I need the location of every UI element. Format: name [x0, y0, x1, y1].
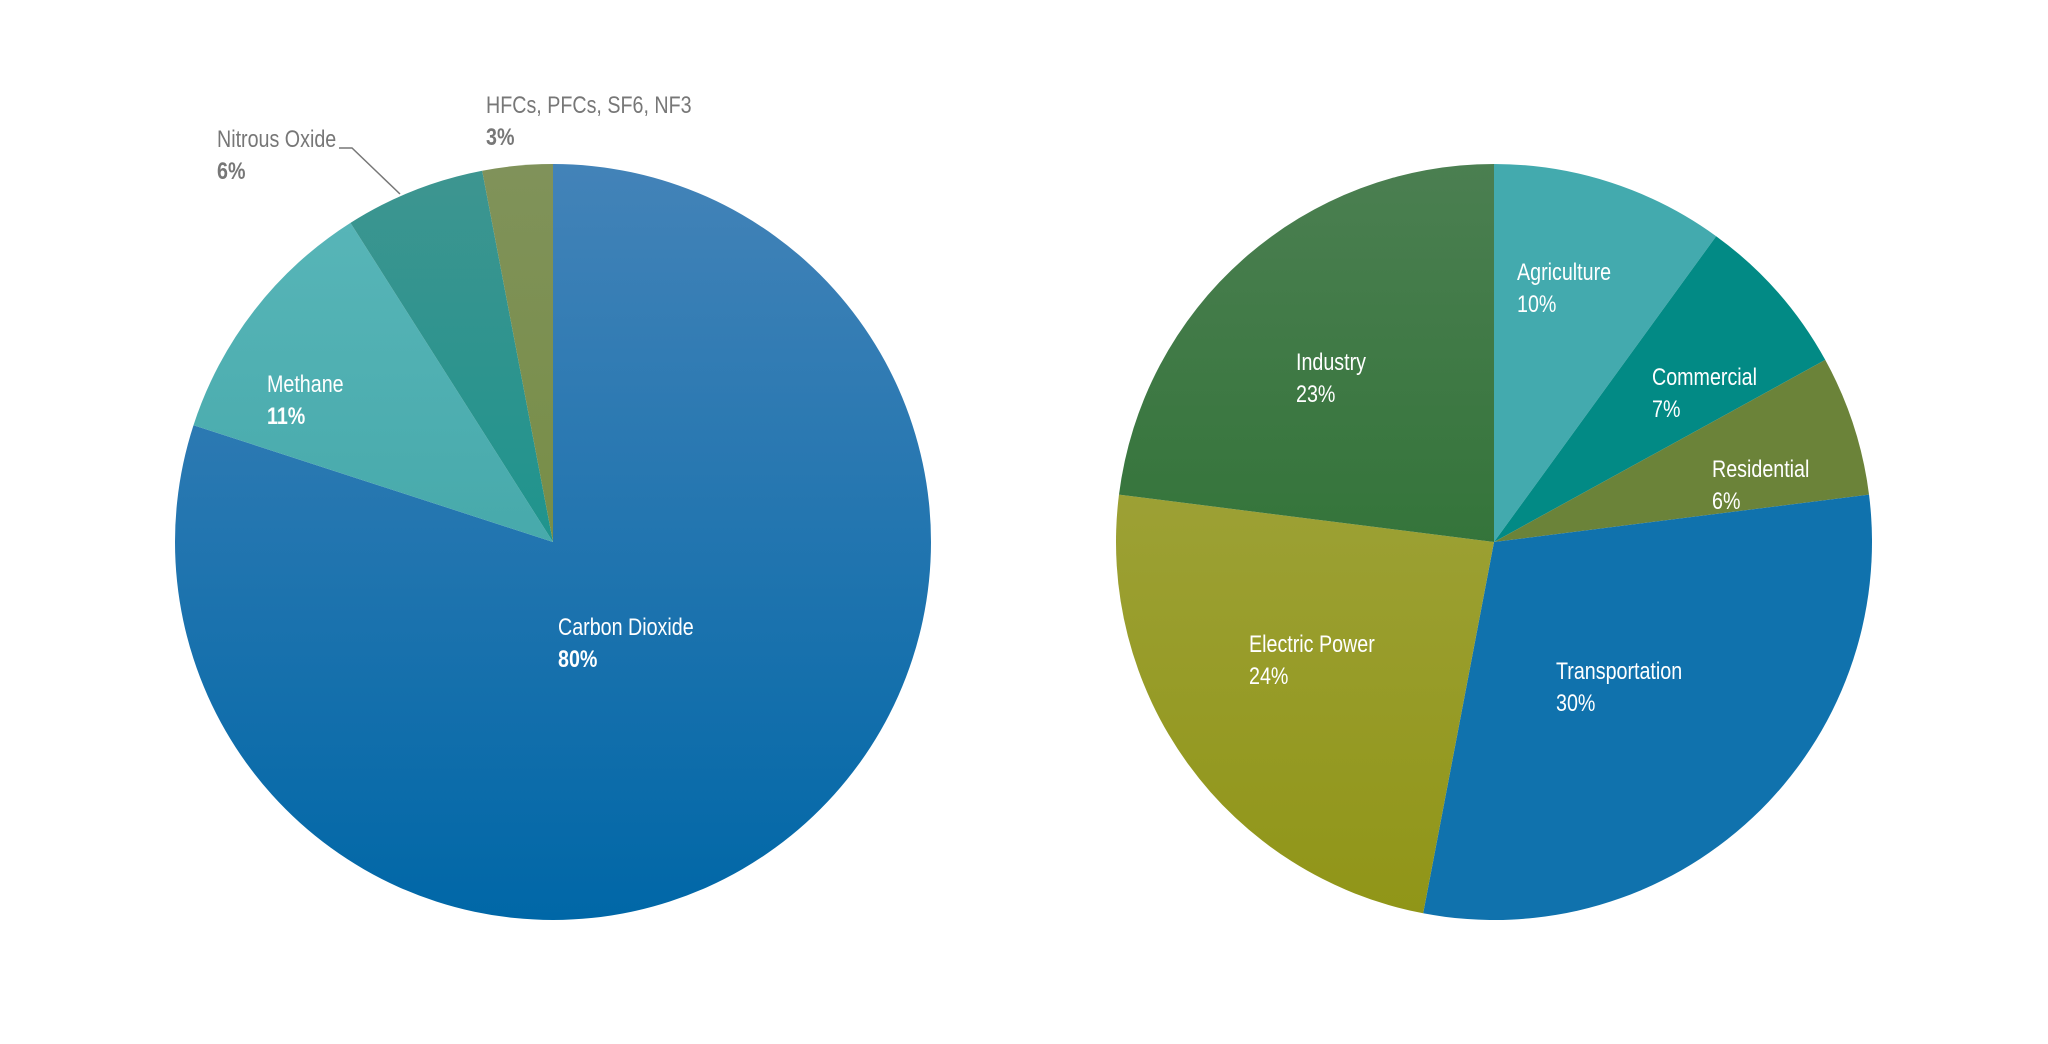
slice-percent: 7% — [1652, 396, 1681, 423]
slice-percent: 10% — [1517, 291, 1557, 318]
slice-percent: 24% — [1249, 663, 1289, 690]
slice-percent: 6% — [1712, 488, 1741, 515]
slice-name: Methane — [267, 371, 344, 398]
pie-slice-hfcs-pfcs-sf6-nf3 — [482, 164, 553, 542]
slice-percent: 6% — [217, 158, 246, 185]
slice-name: Agriculture — [1517, 259, 1612, 286]
pie-slice-methane — [193, 222, 553, 542]
slice-percent: 23% — [1296, 381, 1336, 408]
pie-slice-electric-power — [1115, 494, 1494, 914]
label-methane: Methane 11% — [267, 369, 344, 433]
label-residential: Residential 6% — [1712, 454, 1809, 518]
slice-name: Industry — [1296, 349, 1367, 376]
label-electric-power: Electric Power 24% — [1249, 629, 1375, 693]
nitrous-oxide-leader-line — [339, 147, 401, 195]
slice-name: HFCs, PFCs, SF6, NF3 — [486, 92, 692, 119]
slice-name: Electric Power — [1249, 631, 1375, 658]
pie-slice-residential — [1494, 359, 1870, 542]
label-commercial: Commercial 7% — [1652, 362, 1757, 426]
label-nitrous-oxide: Nitrous Oxide 6% — [217, 124, 336, 188]
slice-name: Nitrous Oxide — [217, 126, 337, 153]
slice-percent: 30% — [1556, 690, 1596, 717]
slice-name: Transportation — [1556, 658, 1683, 685]
label-agriculture: Agriculture 10% — [1517, 257, 1611, 321]
label-carbon-dioxide: Carbon Dioxide 80% — [558, 612, 694, 676]
slice-name: Commercial — [1652, 364, 1757, 391]
slice-percent: 3% — [486, 124, 515, 151]
pie-slice-commercial — [1494, 236, 1826, 542]
label-hfcs-pfcs-sf6-nf3: HFCs, PFCs, SF6, NF3 3% — [486, 90, 692, 154]
slice-percent: 11% — [267, 403, 306, 430]
slice-name: Carbon Dioxide — [558, 614, 694, 641]
pie-slice-agriculture — [1494, 164, 1717, 542]
pie-slice-industry — [1118, 164, 1494, 542]
pie-slice-nitrous-oxide — [350, 170, 553, 542]
slice-name: Residential — [1712, 456, 1810, 483]
gas-pie-chart — [174, 164, 931, 920]
slice-percent: 80% — [558, 646, 598, 673]
label-industry: Industry 23% — [1296, 347, 1366, 411]
pie-slice-transportation — [1423, 494, 1872, 920]
label-transportation: Transportation 30% — [1556, 656, 1682, 720]
sector-pie-chart — [1115, 164, 1872, 920]
pie-slice-carbon-dioxide — [174, 164, 931, 920]
